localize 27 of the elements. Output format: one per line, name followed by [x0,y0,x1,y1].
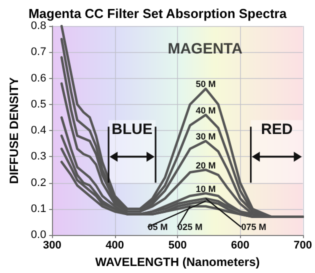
x-tick-label: 600 [230,240,250,252]
y-tick-label: 0.4 [30,124,46,137]
series-label: 10 M [196,184,216,194]
y-axis-title: DIFFUSE DENSITY [7,77,21,184]
x-tick-label: 300 [43,240,62,252]
y-tick-label: 0.5 [30,98,46,110]
series-label: 30 M [196,132,216,142]
y-tick-label: 0.1 [30,202,46,215]
y-tick-label: 0.2 [30,176,46,189]
y-tick-label: 0.3 [30,150,46,163]
series-label: 075 M [241,222,266,232]
y-tick-label: 0.7 [30,46,46,58]
x-axis-title: WAVELENGTH (Nanometers) [95,255,260,269]
series-label: 025 M [178,222,203,232]
y-tick-label: 0.0 [30,229,46,242]
annotation: MAGENTA [168,40,243,58]
y-tick-label: 0.8 [30,20,46,32]
band-label: BLUE [112,121,152,138]
series-label: 40 M [196,105,216,116]
x-tick-label: 400 [106,240,124,252]
x-tick-label: 500 [168,240,187,252]
series-label: 20 M [196,160,216,170]
x-tick-label: 700 [294,240,312,252]
series-label: 50 M [196,79,216,90]
band-label: RED [260,121,293,138]
chart-title: Magenta CC Filter Set Absorption Spectra [28,6,288,21]
y-tick-label: 0.6 [30,72,46,84]
